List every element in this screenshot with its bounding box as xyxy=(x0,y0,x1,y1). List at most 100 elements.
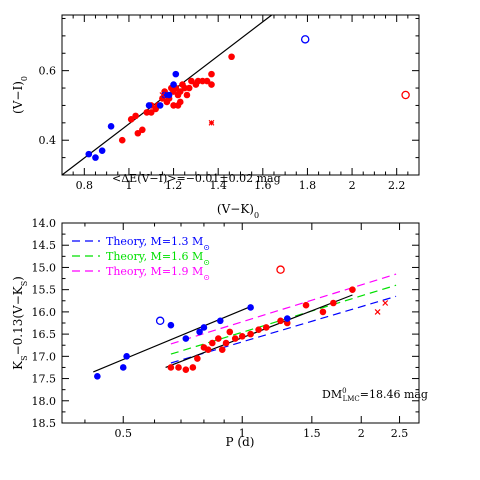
data-point-bottom xyxy=(215,335,222,342)
data-point-bottom xyxy=(194,355,201,362)
ticks-bottom xyxy=(62,222,419,424)
data-point-top xyxy=(228,53,235,61)
data-points-top xyxy=(85,35,410,161)
data-point-bottom xyxy=(119,364,127,371)
data-point-bottom xyxy=(330,299,337,307)
x-tick-label-top: 0.8 xyxy=(76,179,94,192)
data-point-top xyxy=(85,150,93,158)
data-point-bottom xyxy=(247,304,254,311)
y-tick-label-bottom: 18.0 xyxy=(32,395,57,408)
data-point-top xyxy=(118,136,126,144)
data-point-bottom xyxy=(209,339,216,347)
data-point-top xyxy=(92,154,99,161)
x-axis-label-bottom: P (d) xyxy=(226,435,255,449)
y-tick-label-bottom: 16.0 xyxy=(32,306,57,319)
x-tick-label-top: 1.4 xyxy=(209,179,227,192)
annotation-reddening: <ΔE(V−I)>=−0.01±0.02 mag xyxy=(112,172,281,185)
data-point-bottom xyxy=(277,317,284,325)
data-point-bottom xyxy=(189,364,197,371)
fit-line-bottom xyxy=(93,306,251,373)
data-point-bottom xyxy=(231,335,239,342)
legend-label: Theory, M=1.6 M⊙ xyxy=(106,250,210,267)
y-tick-label-bottom: 18.5 xyxy=(32,417,57,430)
data-point-bottom xyxy=(302,301,310,309)
y-tick-label-bottom: 17.0 xyxy=(32,350,57,363)
data-point-bottom xyxy=(182,366,190,373)
x-tick-label-bottom: 2 xyxy=(358,427,365,440)
data-point-bottom xyxy=(94,373,101,380)
data-point-bottom xyxy=(349,286,356,293)
x-tick-label-bottom: 0.5 xyxy=(114,427,132,440)
data-point-top xyxy=(127,116,135,123)
data-point-bottom xyxy=(167,321,175,329)
tick-labels-top: 0.8 1 1.2 1.4 1.6 1.8 2 2.2 0.4 0.6 xyxy=(39,65,406,192)
y-tick-label-top: 0.4 xyxy=(39,134,57,147)
y-axis-label-top: (V−I)0 xyxy=(11,76,29,114)
data-point-bottom xyxy=(283,315,291,322)
y-tick-label-bottom: 15.5 xyxy=(32,284,57,297)
data-point-top xyxy=(183,91,191,99)
data-point-top xyxy=(170,81,177,88)
x-tick-label-top: 2.2 xyxy=(388,179,406,192)
data-point-bottom xyxy=(196,328,203,336)
ticks-top xyxy=(61,15,420,176)
data-point-top xyxy=(139,126,146,134)
data-point-bottom xyxy=(204,346,212,353)
data-point-top xyxy=(156,102,164,109)
data-point-bottom xyxy=(319,308,327,316)
data-point-bottom xyxy=(216,317,224,325)
data-point-top xyxy=(98,147,106,154)
data-point-bottom xyxy=(238,333,246,340)
data-point-top xyxy=(208,119,215,126)
data-point-top xyxy=(134,129,142,137)
data-point-bottom xyxy=(226,328,234,336)
panel-color-color: 0.8 1 1.2 1.4 1.6 1.8 2 2.2 0.4 0.6 <ΔE(V−I)>=−0.… xyxy=(11,14,420,220)
theory-line xyxy=(170,273,397,345)
data-point-top xyxy=(300,35,310,44)
x-tick-label-top: 1.8 xyxy=(299,179,317,192)
x-tick-label-bottom: 1.5 xyxy=(303,427,321,440)
data-point-bottom xyxy=(374,308,381,315)
x-tick-label-top: 1 xyxy=(125,179,132,192)
x-tick-label-top: 2 xyxy=(349,179,356,192)
data-point-top xyxy=(185,84,193,92)
data-point-top xyxy=(145,102,153,109)
data-point-top xyxy=(208,81,215,88)
data-point-bottom xyxy=(247,330,254,338)
data-point-bottom xyxy=(123,353,130,360)
x-tick-label-top: 1.2 xyxy=(165,179,183,192)
data-point-top xyxy=(147,109,155,116)
y-tick-label-bottom: 14.5 xyxy=(32,239,57,252)
legend: Theory, M=1.3 M⊙Theory, M=1.6 M⊙Theory, … xyxy=(72,235,210,282)
y-tick-label-bottom: 14.0 xyxy=(32,217,57,230)
data-point-top xyxy=(176,88,184,95)
annotation-distance-modulus: DM0 LMC=18.46 mag xyxy=(322,387,428,403)
data-point-bottom xyxy=(222,339,230,347)
tick-labels-bottom: 0.5 1 1.5 2 2.5 14.0 14.5 15.0 15.5 16.0 16.5 17.0 1… xyxy=(32,217,409,440)
data-point-top xyxy=(107,123,115,130)
data-point-top xyxy=(188,77,195,85)
data-points-bottom xyxy=(94,265,389,380)
legend-label: Theory, M=1.3 M⊙ xyxy=(106,235,210,252)
y-tick-label-top: 0.6 xyxy=(39,65,57,78)
data-point-bottom xyxy=(182,335,190,342)
y-tick-label-bottom: 15.0 xyxy=(32,261,57,274)
data-point-top xyxy=(165,91,173,99)
y-tick-label-bottom: 17.5 xyxy=(32,373,57,386)
data-point-bottom xyxy=(200,324,208,331)
y-axis-label-bottom: KS−0.13(V−KS) xyxy=(11,276,29,370)
data-point-top xyxy=(159,92,166,98)
x-tick-label-bottom: 1 xyxy=(239,427,246,440)
data-point-bottom xyxy=(276,265,285,274)
data-point-bottom xyxy=(167,364,175,371)
legend-label: Theory, M=1.9 M⊙ xyxy=(106,265,210,282)
data-point-bottom xyxy=(218,346,226,353)
data-point-bottom xyxy=(262,324,270,331)
data-point-bottom xyxy=(155,316,165,326)
data-point-top xyxy=(401,90,410,100)
data-point-top xyxy=(208,70,215,78)
panel-period-luminosity: 0.5 1 1.5 2 2.5 14.0 14.5 15.0 15.5 16.0 16.5 17.0 1… xyxy=(11,217,428,449)
data-point-top xyxy=(172,70,180,78)
data-point-top xyxy=(132,112,139,120)
